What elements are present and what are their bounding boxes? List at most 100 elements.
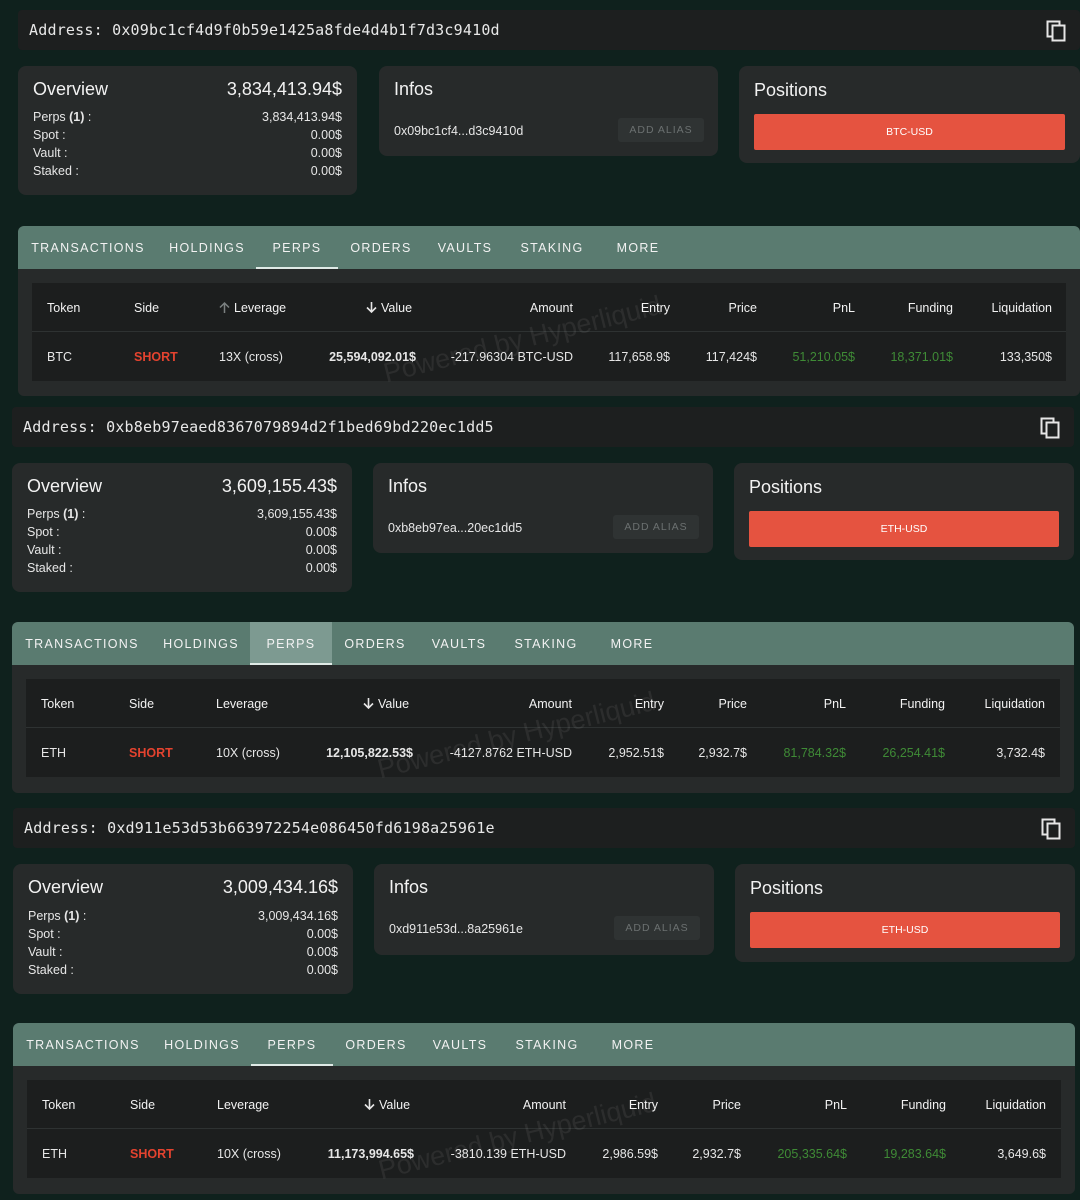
copy-icon[interactable] <box>1041 818 1061 840</box>
address-bar: Address: 0xb8eb97eaed8367079894d2f1bed69… <box>12 407 1074 447</box>
tab-orders[interactable]: ORDERS <box>344 636 406 651</box>
cell-side: SHORT <box>130 1146 174 1161</box>
table-header: Token Side Leverage Value Amount Entry P… <box>27 1080 1061 1129</box>
tab-transactions[interactable]: TRANSACTIONS <box>25 636 139 651</box>
tab-staking[interactable]: STAKING <box>514 636 578 651</box>
header-liquidation[interactable]: Liquidation <box>991 300 1052 315</box>
add-alias-button[interactable]: ADD ALIAS <box>618 118 704 142</box>
header-value[interactable]: Value <box>365 283 412 332</box>
cell-pnl: 205,335.64$ <box>777 1146 847 1161</box>
positions-card: Positions ETH-USD <box>734 463 1074 560</box>
short-address: 0x09bc1cf4...d3c9410d <box>394 124 524 138</box>
table-header: Token Side Leverage Value Amount Entry P… <box>32 283 1066 332</box>
tab-more[interactable]: MORE <box>611 1037 655 1052</box>
address-bar: Address: 0x09bc1cf4d9f0b59e1425a8fde4d4b… <box>18 10 1080 50</box>
cell-funding: 19,283.64$ <box>883 1146 946 1161</box>
tab-more[interactable]: MORE <box>616 240 660 255</box>
copy-icon[interactable] <box>1046 20 1066 42</box>
tab-more[interactable]: MORE <box>610 636 654 651</box>
header-liquidation[interactable]: Liquidation <box>985 1097 1046 1112</box>
tab-orders[interactable]: ORDERS <box>345 1037 407 1052</box>
tab-bar: TRANSACTIONS HOLDINGS PERPS ORDERS VAULT… <box>18 226 1080 269</box>
position-button[interactable]: BTC-USD <box>754 114 1065 150</box>
header-liquidation[interactable]: Liquidation <box>984 696 1045 711</box>
header-token[interactable]: Token <box>41 696 75 711</box>
position-button[interactable]: ETH-USD <box>749 511 1059 547</box>
tab-staking[interactable]: STAKING <box>520 240 584 255</box>
position-button[interactable]: ETH-USD <box>750 912 1060 948</box>
table-row[interactable]: ETH SHORT 10X (cross) 12,105,822.53$ -41… <box>26 728 1060 777</box>
header-leverage[interactable]: Leverage <box>216 696 269 711</box>
arrow-up-icon <box>219 301 230 313</box>
tab-vaults[interactable]: VAULTS <box>431 636 487 651</box>
header-pnl[interactable]: PnL <box>823 696 846 711</box>
tab-transactions[interactable]: TRANSACTIONS <box>31 240 145 255</box>
overview-card: Overview 3,609,155.43$ Perps (1) :3,609,… <box>12 463 352 592</box>
add-alias-button[interactable]: ADD ALIAS <box>613 515 699 539</box>
tab-perps[interactable]: PERPS <box>251 1023 333 1066</box>
cell-liquidation: 3,732.4$ <box>996 745 1045 760</box>
positions-title: Positions <box>754 80 828 100</box>
tab-bar: TRANSACTIONS HOLDINGS PERPS ORDERS VAULT… <box>12 622 1074 665</box>
header-value[interactable]: Value <box>362 679 409 728</box>
header-funding[interactable]: Funding <box>899 696 945 711</box>
header-funding[interactable]: Funding <box>907 300 953 315</box>
positions-table: Token Side Leverage Value Amount Entry P… <box>26 679 1060 777</box>
tab-holdings[interactable]: HOLDINGS <box>169 240 245 255</box>
cell-token: ETH <box>42 1146 67 1161</box>
header-price[interactable]: Price <box>728 300 757 315</box>
table-row[interactable]: BTC SHORT 13X (cross) 25,594,092.01$ -21… <box>32 332 1066 381</box>
tab-transactions[interactable]: TRANSACTIONS <box>26 1037 140 1052</box>
header-pnl[interactable]: PnL <box>824 1097 847 1112</box>
overview-total: 3,609,155.43$ <box>221 476 337 496</box>
header-side[interactable]: Side <box>134 300 160 315</box>
infos-title: Infos <box>388 476 428 496</box>
positions-card: Positions ETH-USD <box>735 864 1075 962</box>
cell-value: 25,594,092.01$ <box>329 349 416 364</box>
header-amount[interactable]: Amount <box>522 1097 566 1112</box>
positions-title: Positions <box>749 477 823 497</box>
header-entry[interactable]: Entry <box>628 1097 658 1112</box>
positions-table: Token Side Leverage Value Amount Entry P… <box>27 1080 1061 1178</box>
table-row[interactable]: ETH SHORT 10X (cross) 11,173,994.65$ -38… <box>27 1129 1061 1178</box>
header-entry[interactable]: Entry <box>634 696 664 711</box>
header-amount[interactable]: Amount <box>528 696 572 711</box>
arrow-down-icon <box>364 1099 375 1111</box>
overview-title: Overview <box>27 476 103 496</box>
cell-leverage: 10X (cross) <box>217 1146 281 1161</box>
positions-table: Token Side Leverage Value Amount Entry P… <box>32 283 1066 381</box>
positions-title: Positions <box>750 878 824 898</box>
header-value[interactable]: Value <box>363 1080 410 1129</box>
cell-price: 117,424$ <box>705 349 757 364</box>
infos-card: Infos 0xd911e53d...8a25961e ADD ALIAS <box>374 864 714 955</box>
header-pnl[interactable]: PnL <box>832 300 855 315</box>
cell-value: 11,173,994.65$ <box>327 1146 414 1161</box>
header-price[interactable]: Price <box>712 1097 741 1112</box>
tab-perps[interactable]: PERPS <box>256 226 338 269</box>
copy-icon[interactable] <box>1040 417 1060 439</box>
header-entry[interactable]: Entry <box>640 300 670 315</box>
tab-holdings[interactable]: HOLDINGS <box>164 1037 240 1052</box>
header-token[interactable]: Token <box>42 1097 76 1112</box>
header-side[interactable]: Side <box>129 696 155 711</box>
tab-holdings[interactable]: HOLDINGS <box>163 636 239 651</box>
header-leverage[interactable]: Leverage <box>217 1097 270 1112</box>
cell-amount: -217.96304 BTC-USD <box>450 349 573 364</box>
header-side[interactable]: Side <box>130 1097 156 1112</box>
tab-vaults[interactable]: VAULTS <box>432 1037 488 1052</box>
cell-side: SHORT <box>134 349 178 364</box>
header-token[interactable]: Token <box>47 300 81 315</box>
address-bar: Address: 0xd911e53d53b663972254e086450fd… <box>13 808 1075 848</box>
tab-perps[interactable]: PERPS <box>250 622 332 665</box>
add-alias-button[interactable]: ADD ALIAS <box>614 916 700 940</box>
perps-panel: TRANSACTIONS HOLDINGS PERPS ORDERS VAULT… <box>18 226 1080 396</box>
header-amount[interactable]: Amount <box>529 300 573 315</box>
header-funding[interactable]: Funding <box>900 1097 946 1112</box>
tab-vaults[interactable]: VAULTS <box>437 240 493 255</box>
header-price[interactable]: Price <box>718 696 747 711</box>
cell-liquidation: 3,649.6$ <box>997 1146 1046 1161</box>
tab-orders[interactable]: ORDERS <box>350 240 412 255</box>
tab-staking[interactable]: STAKING <box>515 1037 579 1052</box>
address-text: Address: 0xb8eb97eaed8367079894d2f1bed69… <box>23 418 494 436</box>
header-leverage[interactable]: Leverage <box>218 283 286 332</box>
